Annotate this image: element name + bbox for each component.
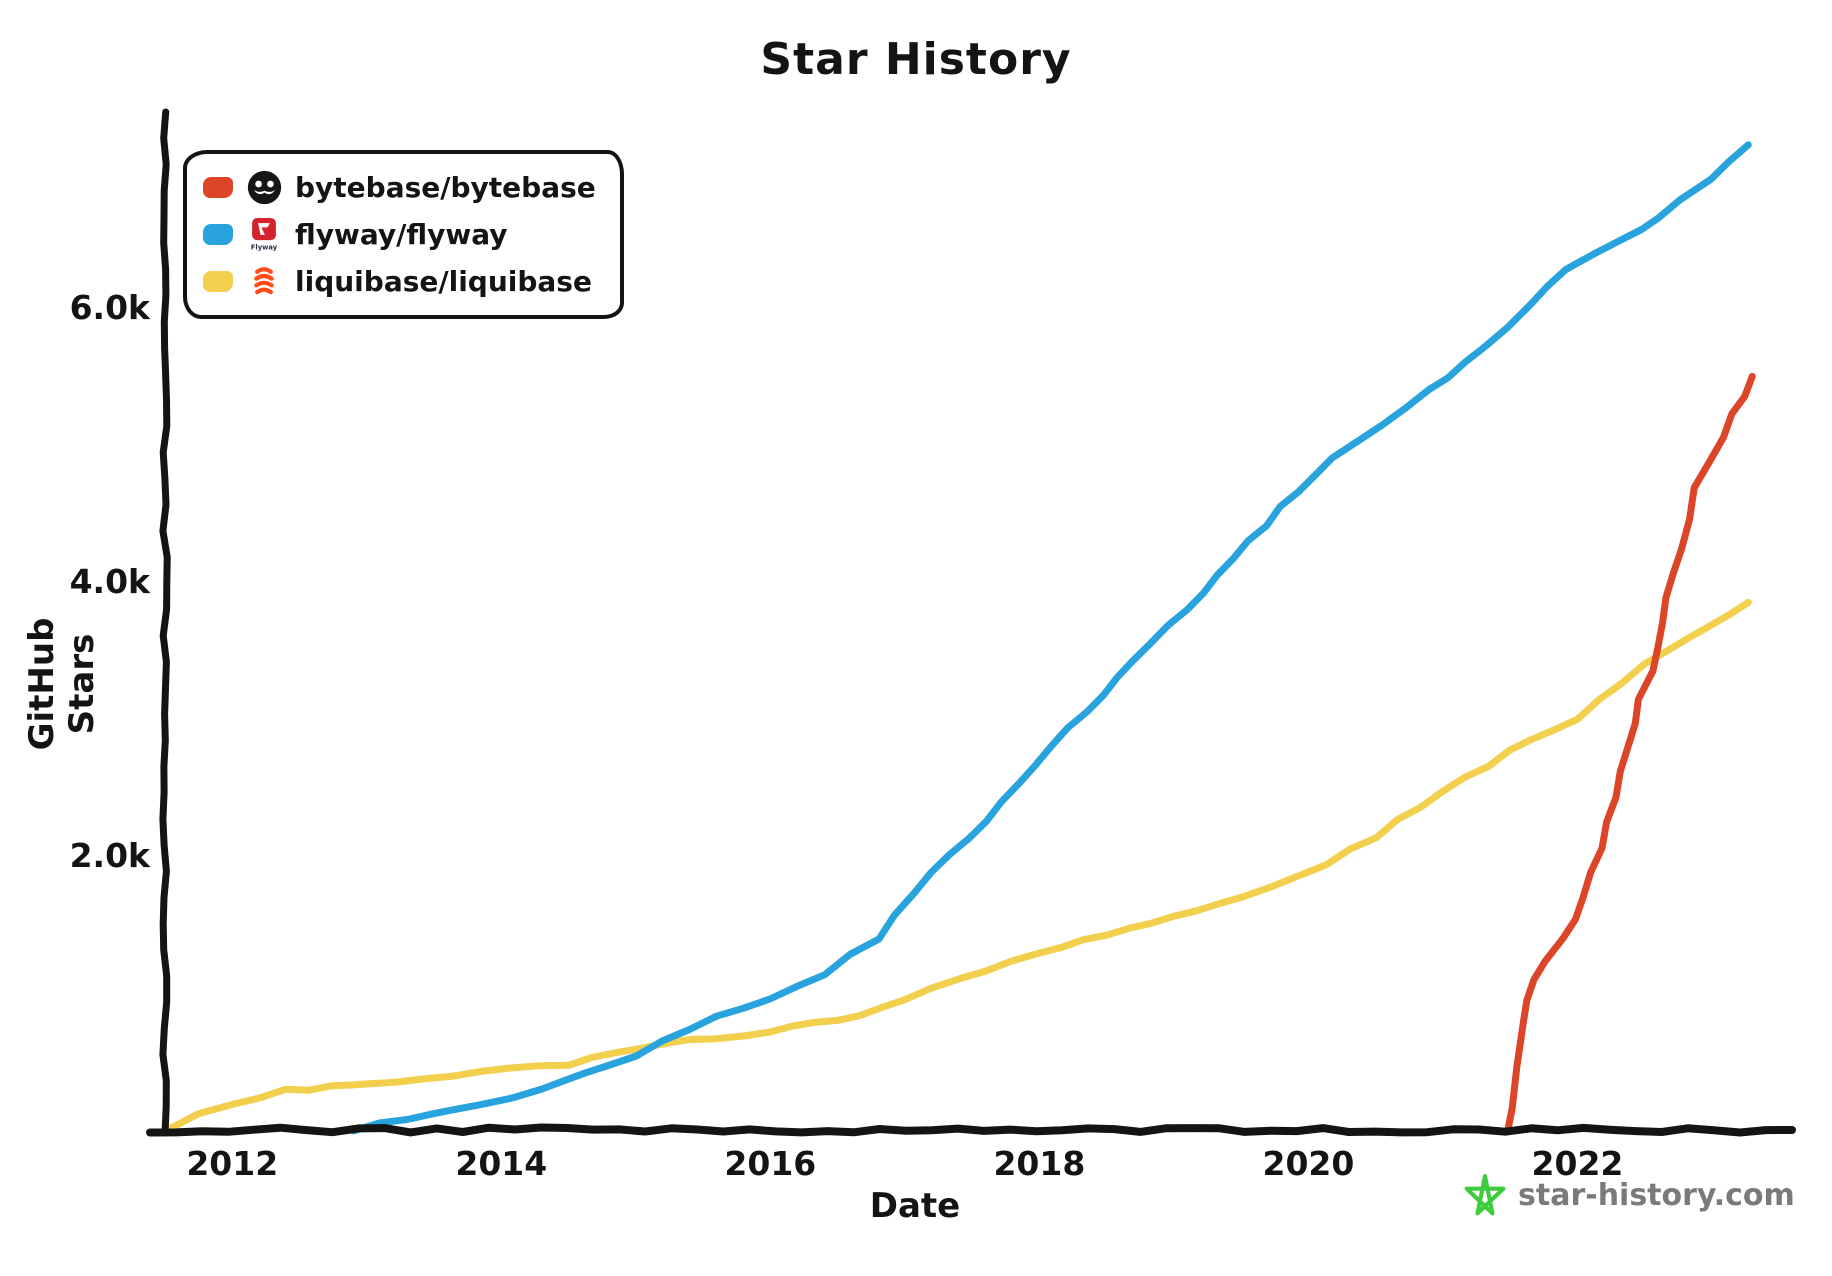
x-tick-label: 2018 xyxy=(993,1144,1085,1183)
series-line-liquibase xyxy=(161,598,1752,1135)
liquibase-color-swatch xyxy=(203,271,233,292)
legend-item-liquibase[interactable]: liquibase/liquibase xyxy=(203,260,596,303)
x-tick-label: 2022 xyxy=(1532,1144,1624,1183)
liquibase-avatar-icon xyxy=(245,263,283,301)
bytebase-color-swatch xyxy=(203,177,233,198)
flyway-avatar-icon: Flyway xyxy=(245,216,283,254)
legend-item-bytebase[interactable]: bytebase/bytebase xyxy=(203,166,596,209)
page-title: Star History xyxy=(760,34,1072,85)
flyway-color-swatch xyxy=(203,224,233,245)
series-line-flyway xyxy=(350,141,1752,1135)
y-tick-label: 2.0k xyxy=(70,836,151,875)
legend-label-flyway: flyway/flyway xyxy=(295,218,508,251)
star-icon xyxy=(1464,1173,1506,1216)
legend-label-liquibase: liquibase/liquibase xyxy=(295,265,592,298)
y-tick-label: 4.0k xyxy=(70,562,151,601)
watermark-text: star-history.com xyxy=(1518,1177,1795,1213)
series-line-bytebase xyxy=(1504,372,1756,1134)
y-axis-label: GitHub Stars xyxy=(22,617,102,751)
y-axis-line xyxy=(159,108,171,1137)
bytebase-avatar-icon xyxy=(245,169,283,207)
legend: bytebase/bytebase Flyway flyway/flyway xyxy=(183,150,624,319)
x-axis-line xyxy=(146,1123,1796,1137)
svg-text:Flyway: Flyway xyxy=(251,243,278,251)
x-tick-label: 2012 xyxy=(186,1144,278,1183)
x-tick-label: 2020 xyxy=(1262,1144,1354,1183)
legend-label-bytebase: bytebase/bytebase xyxy=(295,171,596,204)
legend-item-flyway[interactable]: Flyway flyway/flyway xyxy=(203,213,596,256)
x-tick-label: 2014 xyxy=(455,1144,547,1183)
y-tick-label: 6.0k xyxy=(70,288,151,327)
x-tick-label: 2016 xyxy=(724,1144,816,1183)
x-axis-label: Date xyxy=(869,1186,961,1226)
watermark-link[interactable]: star-history.com xyxy=(1462,1172,1795,1218)
